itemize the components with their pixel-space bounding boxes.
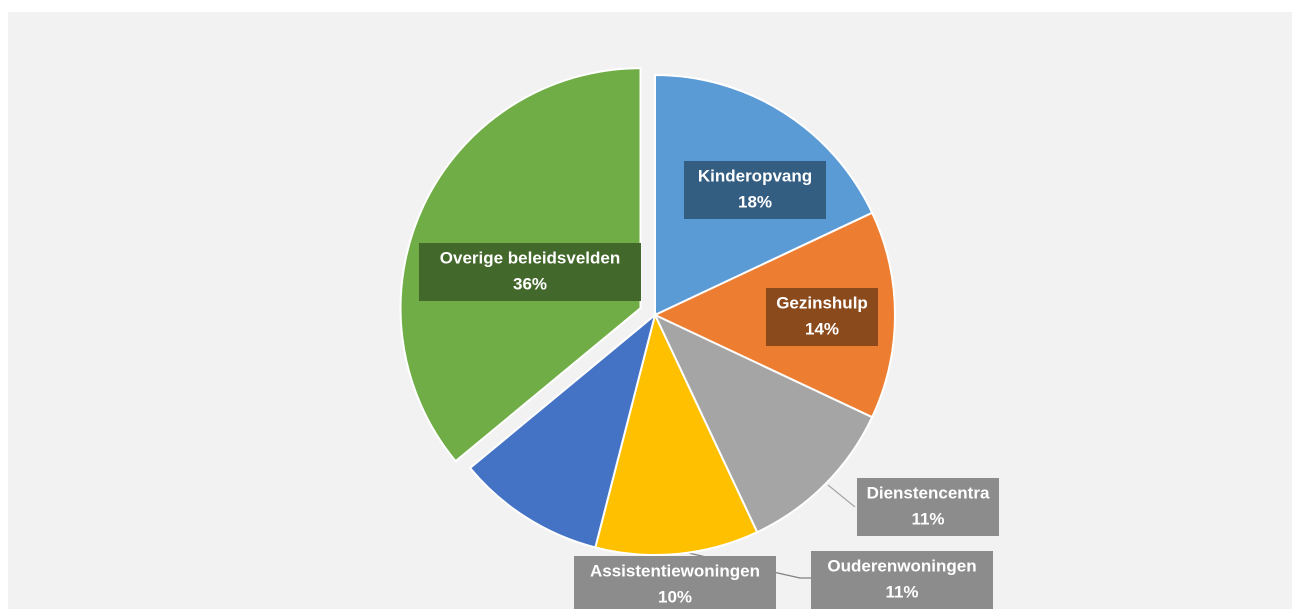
label-box: [419, 243, 641, 301]
slice-label: Dienstencentra: [867, 483, 990, 502]
value-label: 11%: [885, 582, 918, 601]
pie-slice: [652, 312, 874, 534]
label-box: [811, 551, 993, 609]
value-label: 10%: [658, 587, 692, 606]
leader-line: [827, 484, 856, 508]
value-label: 36%: [513, 274, 547, 293]
label-box: [574, 556, 776, 609]
label-box: [857, 478, 999, 536]
slice-label: Overige beleidsvelden: [440, 248, 620, 267]
value-label: 14%: [805, 319, 839, 338]
label-box: [766, 288, 878, 346]
slice-label: Gezinshulp: [776, 293, 868, 312]
pie-slice: [594, 312, 759, 556]
label-box: [684, 161, 826, 219]
slice-label: Assistentiewoningen: [590, 561, 760, 580]
slice-label: Ouderenwoningen: [827, 556, 976, 575]
value-label: 11%: [911, 509, 944, 528]
slice-label: Kinderopvang: [698, 166, 812, 185]
pie-slice: [468, 312, 657, 549]
value-label: 18%: [738, 192, 772, 211]
